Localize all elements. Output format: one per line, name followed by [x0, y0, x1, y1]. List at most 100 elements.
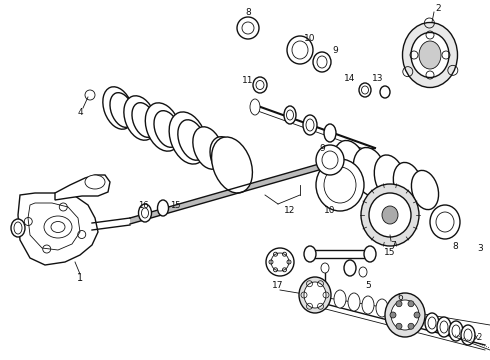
Ellipse shape — [303, 115, 317, 135]
Ellipse shape — [44, 216, 72, 238]
Ellipse shape — [253, 77, 267, 93]
Text: 17: 17 — [272, 280, 284, 289]
Text: 16: 16 — [138, 201, 148, 210]
Ellipse shape — [362, 86, 368, 94]
Ellipse shape — [11, 219, 25, 237]
Ellipse shape — [237, 17, 259, 39]
Ellipse shape — [292, 41, 308, 59]
Polygon shape — [18, 193, 98, 265]
Text: 1: 1 — [77, 273, 83, 283]
Ellipse shape — [324, 167, 356, 203]
Text: 7: 7 — [390, 240, 396, 249]
Ellipse shape — [322, 151, 338, 169]
Text: 5: 5 — [365, 280, 371, 289]
Text: x2: x2 — [473, 333, 483, 342]
Ellipse shape — [391, 300, 419, 330]
Ellipse shape — [440, 321, 448, 333]
Ellipse shape — [316, 159, 364, 211]
Ellipse shape — [344, 260, 356, 276]
Ellipse shape — [385, 293, 425, 337]
Ellipse shape — [299, 277, 331, 313]
Ellipse shape — [322, 293, 328, 301]
Ellipse shape — [449, 321, 463, 341]
Ellipse shape — [212, 137, 252, 193]
Ellipse shape — [313, 52, 331, 72]
Ellipse shape — [169, 112, 207, 164]
Ellipse shape — [250, 99, 260, 115]
Polygon shape — [130, 148, 375, 224]
Text: 10: 10 — [304, 33, 316, 42]
Ellipse shape — [242, 22, 254, 34]
Ellipse shape — [430, 205, 460, 239]
Circle shape — [408, 301, 414, 307]
Text: 9: 9 — [332, 45, 338, 54]
Circle shape — [396, 323, 402, 329]
Ellipse shape — [266, 248, 294, 276]
Circle shape — [390, 312, 396, 318]
Text: 10: 10 — [324, 206, 336, 215]
Ellipse shape — [452, 325, 460, 337]
Ellipse shape — [306, 119, 314, 131]
Ellipse shape — [380, 86, 390, 98]
Text: 3: 3 — [477, 243, 483, 252]
Ellipse shape — [142, 208, 148, 218]
Ellipse shape — [124, 96, 156, 140]
Ellipse shape — [178, 120, 206, 160]
Ellipse shape — [393, 162, 423, 206]
Text: 2: 2 — [435, 4, 441, 13]
Text: 9: 9 — [319, 144, 325, 153]
Ellipse shape — [146, 103, 181, 151]
Ellipse shape — [425, 313, 439, 333]
Ellipse shape — [284, 106, 296, 124]
Ellipse shape — [287, 110, 294, 120]
Ellipse shape — [362, 296, 374, 314]
Ellipse shape — [369, 193, 411, 237]
Ellipse shape — [374, 155, 406, 201]
Ellipse shape — [353, 148, 387, 197]
Polygon shape — [55, 175, 110, 200]
Ellipse shape — [132, 103, 156, 137]
Text: 13: 13 — [372, 73, 384, 82]
Ellipse shape — [317, 56, 327, 68]
Ellipse shape — [85, 175, 105, 189]
Ellipse shape — [287, 36, 313, 64]
Ellipse shape — [361, 184, 419, 246]
Ellipse shape — [464, 329, 472, 341]
Text: 12: 12 — [284, 206, 295, 215]
Ellipse shape — [316, 145, 344, 175]
Text: 6: 6 — [397, 293, 403, 302]
Text: 15: 15 — [170, 201, 180, 210]
Ellipse shape — [359, 267, 367, 277]
Ellipse shape — [154, 111, 180, 147]
Ellipse shape — [419, 41, 441, 69]
Ellipse shape — [359, 83, 371, 97]
Ellipse shape — [304, 282, 326, 308]
Ellipse shape — [256, 81, 264, 90]
Ellipse shape — [139, 204, 151, 222]
Ellipse shape — [461, 325, 475, 345]
Polygon shape — [28, 203, 80, 250]
Text: 15: 15 — [384, 248, 396, 257]
Text: 11: 11 — [242, 76, 254, 85]
Ellipse shape — [364, 246, 376, 262]
Ellipse shape — [428, 317, 436, 329]
Circle shape — [414, 312, 420, 318]
Circle shape — [408, 323, 414, 329]
Ellipse shape — [14, 222, 22, 234]
Ellipse shape — [333, 140, 367, 189]
Ellipse shape — [390, 302, 402, 320]
Ellipse shape — [348, 293, 360, 311]
Ellipse shape — [437, 317, 451, 337]
Text: 14: 14 — [344, 73, 356, 82]
Ellipse shape — [382, 206, 398, 224]
Ellipse shape — [324, 124, 336, 142]
Ellipse shape — [304, 246, 316, 262]
Text: 8: 8 — [245, 8, 251, 17]
Ellipse shape — [219, 148, 237, 172]
Ellipse shape — [210, 137, 240, 177]
Circle shape — [396, 301, 402, 307]
Ellipse shape — [110, 93, 134, 127]
Ellipse shape — [157, 200, 169, 216]
Ellipse shape — [402, 23, 458, 87]
Ellipse shape — [193, 127, 223, 169]
